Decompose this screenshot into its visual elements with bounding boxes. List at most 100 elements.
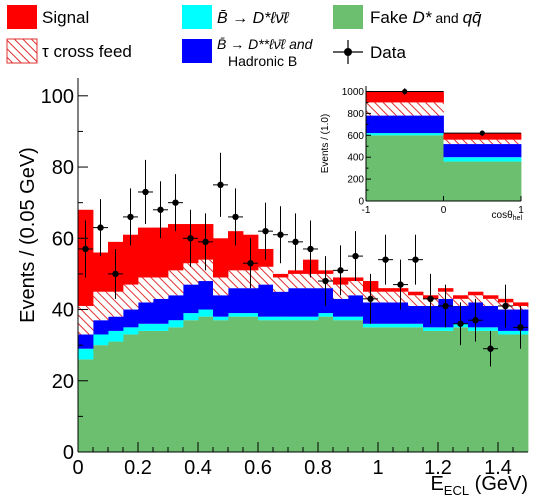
legend-label-data: Data xyxy=(370,43,406,62)
main-bar-fake-8 xyxy=(198,316,214,452)
main-bar-dstarlnu-14 xyxy=(288,316,304,321)
main-bar-signal-4 xyxy=(138,227,154,278)
main-bar-taucross-4 xyxy=(138,277,154,303)
main-bar-dstarstar-13 xyxy=(273,291,289,317)
inset-bar-taucross-0 xyxy=(366,102,444,116)
main-bar-fake-22 xyxy=(408,327,424,452)
main-data-point-22 xyxy=(412,256,419,263)
main-data-point-9 xyxy=(217,181,224,189)
main-y-tick-label-0: 0 xyxy=(63,442,74,464)
legend-swatch-dstarstar xyxy=(182,39,212,63)
main-bar-taucross-13 xyxy=(273,277,289,292)
main-bar-fake-11 xyxy=(243,316,259,452)
main-bar-dstarlnu-5 xyxy=(153,323,169,331)
main-bar-taucross-8 xyxy=(198,259,214,282)
inset-bar-fake-1 xyxy=(443,161,522,201)
main-bar-dstarstar-8 xyxy=(198,281,214,310)
main-bar-fake-10 xyxy=(228,316,244,452)
inset-data-points xyxy=(366,88,521,136)
main-bar-signal-29 xyxy=(513,302,529,306)
inset-x-axis-label: cosθhel xyxy=(492,210,523,222)
main-x-tick-label-2: 0.4 xyxy=(184,457,212,479)
main-x-tick-label-6: 1.2 xyxy=(424,457,452,479)
main-data-point-4 xyxy=(142,188,149,196)
main-bar-fake-16 xyxy=(318,316,334,452)
legend: Signal B̄ → D*ℓν̄ℓ Fake D* and qq̄ τ cro… xyxy=(6,5,482,69)
inset-bar-dstarstar-0 xyxy=(366,115,444,134)
main-bar-fake-18 xyxy=(348,320,364,452)
main-y-tick-label-4: 80 xyxy=(52,157,74,179)
main-stack xyxy=(78,209,529,452)
main-data-points xyxy=(78,152,528,367)
main-data-point-28 xyxy=(502,302,509,310)
main-bar-signal-6 xyxy=(168,224,184,271)
legend-label-dstarstar-line1: B̄ → D**ℓν̄ℓ and xyxy=(217,36,314,52)
main-x-tick-label-4: 0.8 xyxy=(304,457,332,479)
inset-bar-fake-0 xyxy=(366,135,444,201)
main-bar-fake-23 xyxy=(423,330,439,452)
main-bar-signal-3 xyxy=(123,234,139,285)
main-bar-fake-25 xyxy=(453,327,469,452)
main-bar-dstarlnu-0 xyxy=(78,348,94,360)
main-bar-taucross-0 xyxy=(78,305,94,335)
main-bar-dstarlnu-17 xyxy=(333,316,349,321)
inset-y-tick-label-1: 200 xyxy=(347,175,364,186)
main-data-point-11 xyxy=(247,260,254,267)
inset-bar-taucross-1 xyxy=(443,139,522,145)
main-bar-dstarlnu-7 xyxy=(183,313,199,321)
main-bar-dstarstar-3 xyxy=(123,309,139,328)
main-bar-dstarstar-9 xyxy=(213,295,229,317)
main-bar-dstarlnu-12 xyxy=(258,316,274,321)
main-bar-dstarlnu-21 xyxy=(393,323,409,328)
main-bar-dstarstar-21 xyxy=(393,302,409,324)
main-x-axis-label: EECL (GeV) xyxy=(430,473,528,497)
main-data-point-18 xyxy=(352,252,359,260)
main-data-point-24 xyxy=(442,302,449,310)
inset-bar-dstarstar-1 xyxy=(443,144,522,158)
main-bar-fake-14 xyxy=(288,320,304,452)
main-bar-dstarstar-14 xyxy=(288,288,304,317)
main-data-point-13 xyxy=(277,231,284,238)
legend-swatch-fake xyxy=(333,5,363,29)
main-bar-fake-7 xyxy=(183,320,199,452)
main-y-tick-label-5: 100 xyxy=(41,86,74,108)
legend-label-signal: Signal xyxy=(42,8,89,27)
inset-data-point-1 xyxy=(479,130,485,136)
main-bar-dstarstar-1 xyxy=(93,320,109,335)
main-bar-dstarlnu-8 xyxy=(198,309,214,317)
inset-stack xyxy=(366,91,522,201)
main-bar-taucross-1 xyxy=(93,291,109,321)
main-bar-fake-6 xyxy=(168,327,184,452)
main-bar-signal-5 xyxy=(153,227,169,278)
main-bar-dstarstar-10 xyxy=(228,288,244,314)
main-bar-dstarstar-11 xyxy=(243,288,259,314)
main-data-point-2 xyxy=(112,270,119,278)
main-bar-dstarlnu-18 xyxy=(348,316,364,321)
main-bar-fake-4 xyxy=(138,330,154,452)
main-bar-fake-0 xyxy=(78,359,94,452)
main-bar-taucross-22 xyxy=(408,295,424,306)
main-data-point-8 xyxy=(202,238,209,246)
main-bar-fake-12 xyxy=(258,320,274,452)
main-bar-dstarlnu-15 xyxy=(303,316,319,321)
main-bar-fake-2 xyxy=(108,341,124,452)
main-data-point-26 xyxy=(472,317,479,324)
main-bar-dstarlnu-28 xyxy=(498,330,514,335)
main-bar-taucross-3 xyxy=(123,284,139,310)
main-bar-dstarstar-18 xyxy=(348,295,364,317)
inset-y-axis-label: Events / (1.0) xyxy=(320,114,331,173)
main-bar-dstarlnu-22 xyxy=(408,323,424,328)
main-bar-fake-1 xyxy=(93,345,109,452)
main-data-point-23 xyxy=(427,295,434,303)
main-bar-taucross-10 xyxy=(228,270,244,289)
main-y-tick-label-3: 60 xyxy=(52,228,74,250)
main-data-point-3 xyxy=(127,213,134,221)
main-bar-dstarlnu-10 xyxy=(228,313,244,317)
main-bar-taucross-14 xyxy=(288,273,304,289)
main-y-tick-label-1: 20 xyxy=(52,371,74,393)
main-bar-fake-21 xyxy=(393,327,409,452)
main-bar-fake-13 xyxy=(273,320,289,452)
main-bar-fake-9 xyxy=(213,320,229,452)
main-y-tick-label-2: 40 xyxy=(52,300,74,322)
